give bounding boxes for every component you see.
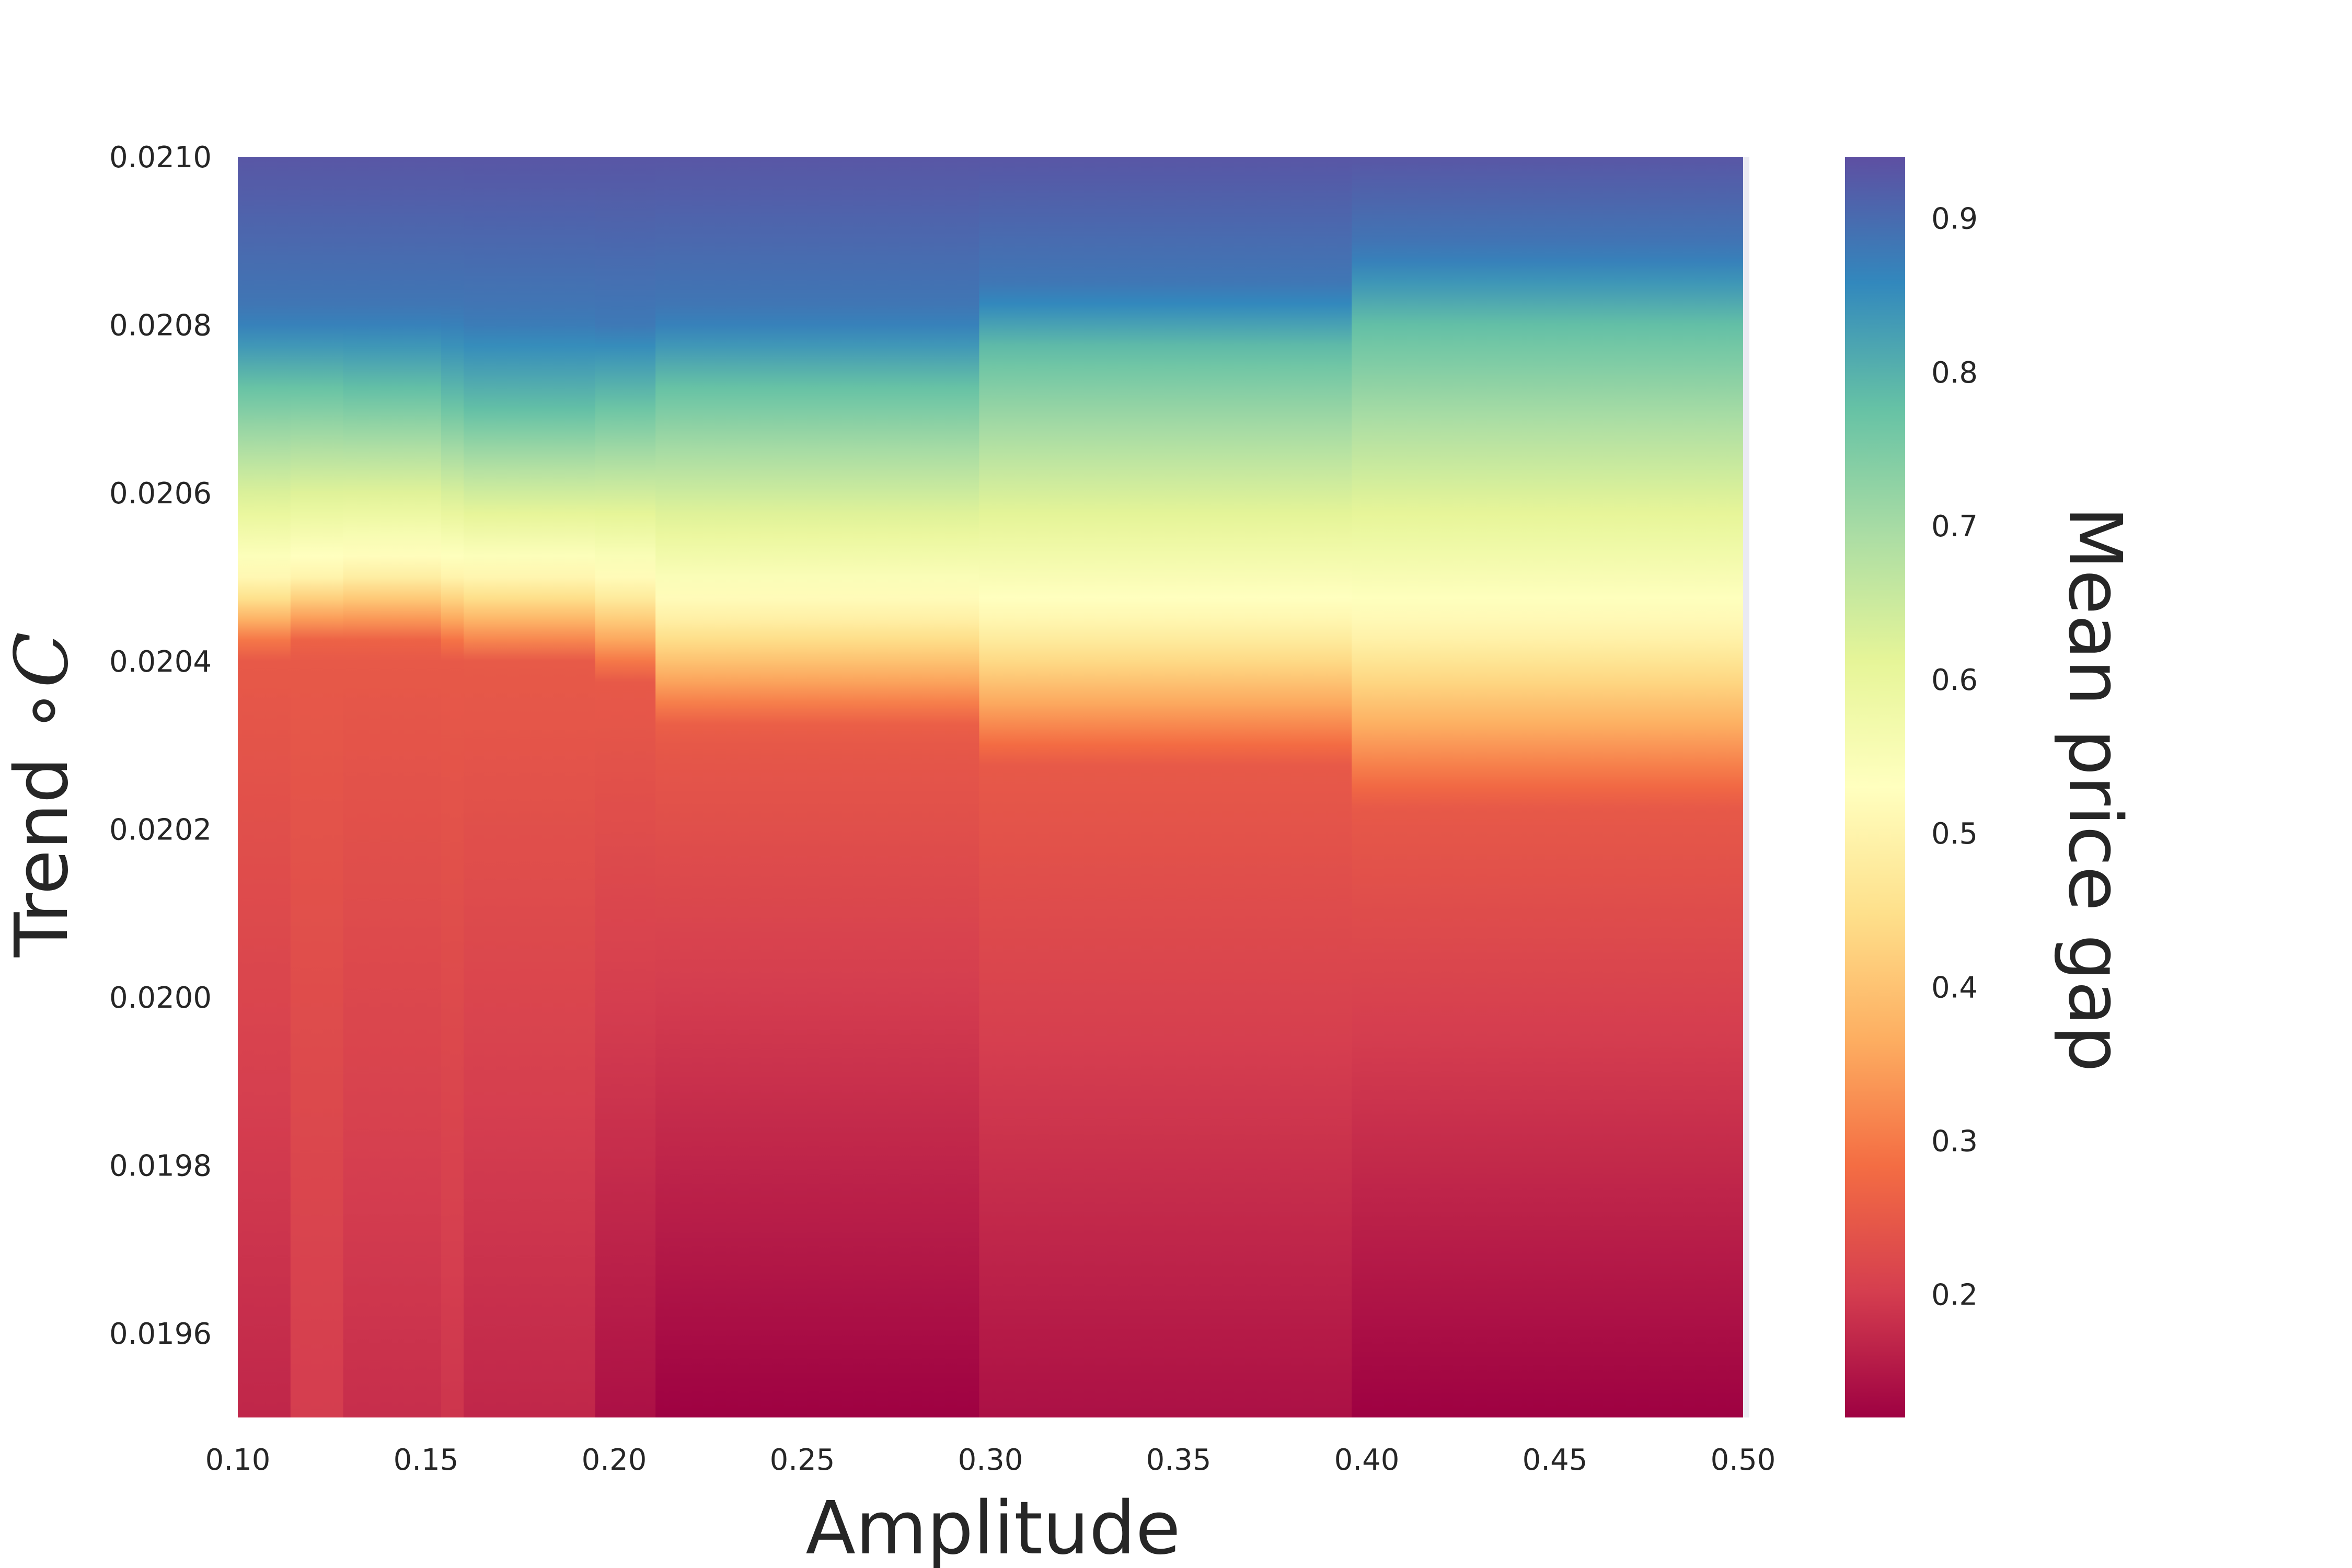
colorbar-tick-label: 0.5: [1931, 817, 1978, 851]
x-tick-label: 0.35: [1146, 1443, 1212, 1477]
y-tick-label: 0.0200: [109, 981, 212, 1015]
heatmap-column: [464, 157, 596, 1417]
colorbar-title: Mean price gap: [2052, 506, 2137, 1072]
colorbar-scale: [1845, 157, 1905, 1417]
colorbar-tick-label: 0.4: [1931, 971, 1978, 1005]
x-tick-label: 0.10: [205, 1443, 271, 1477]
x-tick-label: 0.20: [582, 1443, 647, 1477]
y-tick-label: 0.0196: [109, 1317, 212, 1351]
y-tick-label: 0.0204: [109, 645, 212, 679]
heatmap-column: [1352, 157, 1744, 1417]
x-tick-label: 0.50: [1711, 1443, 1776, 1477]
colorbar-tick-label: 0.8: [1931, 356, 1978, 390]
heatmap-column: [290, 157, 344, 1417]
plot-area: [238, 157, 1749, 1417]
x-tick-label: 0.25: [770, 1443, 835, 1477]
colorbar-tick-label: 0.7: [1931, 510, 1978, 544]
y-tick-label: 0.0198: [109, 1149, 212, 1183]
colorbar: [1845, 157, 1905, 1417]
x-tick-label: 0.30: [958, 1443, 1023, 1477]
y-tick-label: 0.0206: [109, 477, 212, 511]
y-tick-label: 0.0210: [109, 141, 212, 175]
colorbar-tick-label: 0.6: [1931, 663, 1978, 697]
x-axis-title: Amplitude: [805, 1486, 1180, 1568]
y-axis-title-degree: ∘: [0, 688, 85, 734]
y-tick-label: 0.0208: [109, 309, 212, 343]
x-tick-label: 0.45: [1523, 1443, 1588, 1477]
colorbar-tick-label: 0.3: [1931, 1125, 1978, 1159]
y-axis-title-word: Trend: [0, 734, 85, 958]
y-axis-title: Trend ∘C: [0, 632, 85, 958]
heatmap-column: [238, 157, 291, 1417]
heatmap-column: [655, 157, 980, 1417]
colorbar-tick-label: 0.9: [1931, 202, 1978, 236]
plot-right-edge: [1743, 157, 1749, 1417]
heatmap-column: [441, 157, 464, 1417]
heatmap-column: [595, 157, 656, 1417]
y-tick-label: 0.0202: [109, 813, 212, 847]
y-axis-title-unit: C: [0, 632, 85, 688]
heatmap-column: [343, 157, 442, 1417]
heatmap-column: [979, 157, 1352, 1417]
x-tick-label: 0.15: [394, 1443, 459, 1477]
colorbar-ticks: 0.2 0.3 0.4 0.5 0.6 0.7 0.8 0.9: [1931, 202, 1978, 1312]
x-tick-label: 0.40: [1334, 1443, 1400, 1477]
y-axis-ticks: 0.0196 0.0198 0.0200 0.0202 0.0204 0.0206 0.02…: [109, 141, 212, 1351]
x-axis-ticks: 0.10 0.15 0.20 0.25 0.30 0.35 0.40 0.45 0.50: [205, 1443, 1776, 1477]
colorbar-tick-label: 0.2: [1931, 1278, 1978, 1312]
